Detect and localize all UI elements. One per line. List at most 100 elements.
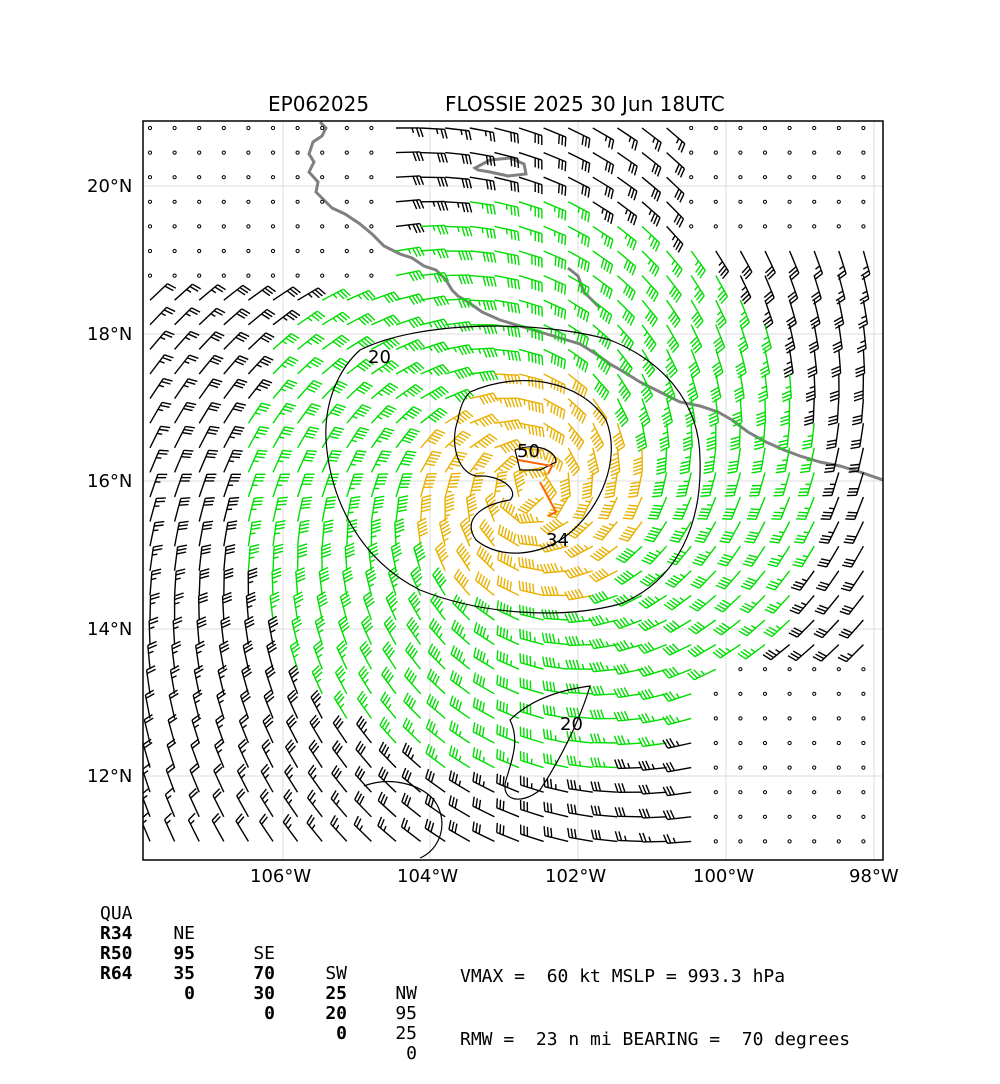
wind-barb bbox=[199, 569, 209, 596]
wind-barb bbox=[855, 349, 864, 376]
wind-barb bbox=[519, 557, 544, 571]
wind-barb bbox=[713, 645, 740, 658]
wind-barb bbox=[150, 307, 175, 324]
calm-marker bbox=[173, 274, 176, 277]
wind-barb bbox=[165, 788, 174, 816]
calm-marker bbox=[714, 766, 717, 769]
calm-marker bbox=[788, 176, 791, 179]
wind-barb bbox=[519, 581, 543, 596]
wind-barb bbox=[716, 300, 726, 328]
wind-barb bbox=[248, 450, 267, 472]
wind-barb bbox=[663, 692, 691, 702]
wind-barb bbox=[298, 381, 323, 399]
wind-barb bbox=[521, 800, 544, 817]
wind-barb bbox=[470, 202, 495, 215]
wind-barb bbox=[391, 543, 401, 571]
wind-barb bbox=[224, 450, 243, 472]
wind-barb bbox=[264, 690, 274, 718]
wind-barb bbox=[445, 389, 473, 402]
wind-barb bbox=[663, 644, 691, 655]
wind-barb bbox=[308, 765, 322, 792]
wind-barb bbox=[544, 423, 564, 445]
wind-barb bbox=[667, 546, 691, 565]
wind-barb bbox=[175, 426, 195, 447]
wind-barb bbox=[470, 434, 497, 448]
wind-barb bbox=[445, 177, 471, 188]
wind-barb bbox=[347, 290, 375, 300]
calm-marker bbox=[345, 126, 348, 129]
wind-barb bbox=[315, 616, 325, 644]
wind-barb bbox=[639, 761, 667, 770]
wind-barb bbox=[544, 153, 566, 172]
wind-barb bbox=[382, 667, 396, 694]
calm-marker bbox=[813, 840, 816, 843]
wind-barb bbox=[319, 568, 329, 596]
wind-barb bbox=[662, 399, 673, 427]
wind-barb bbox=[852, 399, 863, 425]
wind-barb bbox=[175, 450, 194, 472]
wind-barb bbox=[687, 374, 698, 402]
wind-barb bbox=[623, 497, 642, 519]
wind-barb bbox=[436, 542, 449, 570]
wind-barb bbox=[199, 285, 225, 300]
wind-barb bbox=[639, 595, 667, 608]
wind-barb bbox=[691, 300, 703, 328]
calm-marker bbox=[271, 249, 274, 252]
calm-marker bbox=[198, 151, 201, 154]
calm-marker bbox=[222, 151, 225, 154]
wind-barb bbox=[147, 666, 156, 694]
lon-label: 98°W bbox=[849, 866, 899, 887]
calm-marker bbox=[788, 741, 791, 744]
gridlines bbox=[143, 121, 883, 860]
wind-barb bbox=[826, 423, 839, 449]
wind-barb bbox=[371, 406, 396, 424]
wind-barb bbox=[617, 226, 636, 250]
calm-marker bbox=[714, 741, 717, 744]
wind-barb bbox=[248, 427, 269, 448]
wind-barb bbox=[449, 820, 470, 841]
wind-barb bbox=[494, 276, 519, 290]
wind-barb bbox=[861, 251, 870, 279]
header-cell: NW bbox=[377, 984, 417, 1004]
calm-marker bbox=[271, 225, 274, 228]
wind-barb bbox=[617, 300, 634, 325]
wind-barb bbox=[516, 513, 543, 523]
calm-marker bbox=[862, 200, 865, 203]
calm-marker bbox=[788, 692, 791, 695]
calm-marker bbox=[198, 126, 201, 129]
calm-marker bbox=[173, 225, 176, 228]
wind-barb bbox=[403, 718, 420, 743]
wind-barb bbox=[267, 641, 277, 669]
calm-marker bbox=[862, 225, 865, 228]
wind-barb bbox=[395, 519, 404, 546]
wind-barb bbox=[598, 497, 617, 519]
wind-barb bbox=[248, 380, 272, 399]
calm-marker bbox=[763, 741, 766, 744]
wind-barb bbox=[817, 546, 838, 567]
wind-barb bbox=[614, 735, 642, 744]
wind-barb bbox=[544, 251, 566, 270]
wind-barb bbox=[220, 641, 230, 669]
wind-barb bbox=[347, 474, 364, 497]
wind-barb bbox=[371, 428, 394, 448]
wind-barb bbox=[766, 571, 790, 590]
calm-marker bbox=[247, 249, 250, 252]
calm-marker bbox=[296, 126, 299, 129]
wind-barb bbox=[836, 276, 845, 304]
wind-barb bbox=[664, 595, 691, 609]
wind-barb bbox=[168, 715, 177, 743]
wind-barb bbox=[457, 543, 471, 571]
wind-barb bbox=[743, 546, 765, 566]
wind-barb bbox=[807, 349, 816, 377]
wind-barb bbox=[359, 666, 372, 694]
wind-barb bbox=[285, 765, 298, 793]
wind-barb bbox=[714, 325, 725, 353]
calm-marker bbox=[714, 815, 717, 818]
calm-marker bbox=[813, 791, 816, 794]
wind-barb bbox=[467, 494, 477, 522]
wind-barb bbox=[396, 407, 422, 424]
wind-barb bbox=[298, 358, 324, 374]
wind-barb bbox=[273, 521, 286, 547]
wind-barb bbox=[476, 571, 495, 595]
wind-barb bbox=[213, 789, 224, 817]
